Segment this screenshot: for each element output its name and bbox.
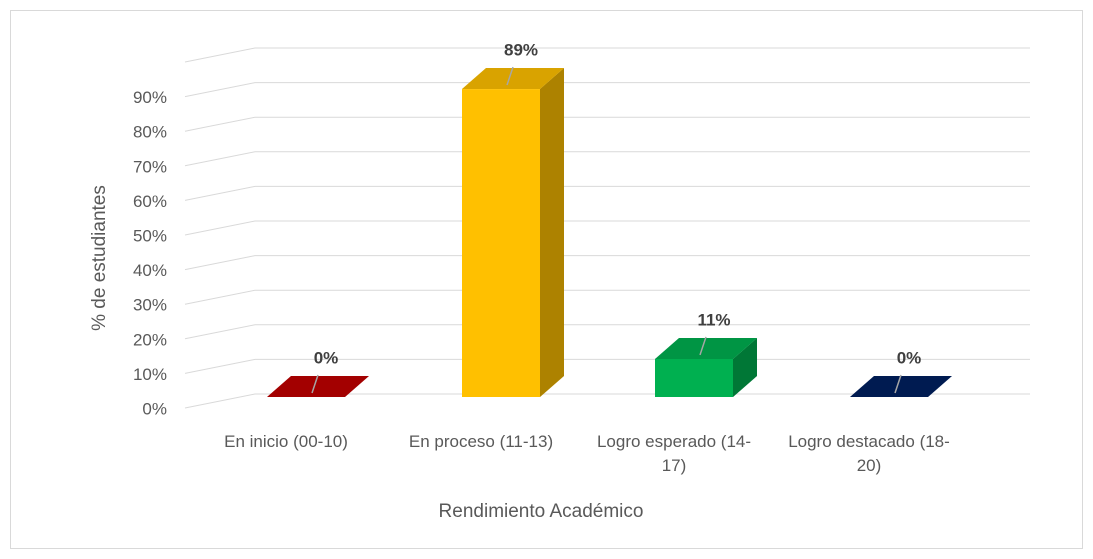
bar-side (540, 68, 564, 397)
grid-line (184, 393, 1030, 409)
bar-front (462, 89, 540, 397)
grid-line (184, 220, 1030, 236)
y-tick-label: 20% (133, 330, 167, 349)
x-tick-label: Logro destacado (18-20) (788, 432, 950, 475)
grid-line (184, 358, 1030, 374)
y-tick-label: 50% (133, 226, 167, 245)
bar-top (850, 376, 952, 397)
bar-front (655, 358, 733, 397)
bar-side (733, 337, 757, 397)
bar-top-shade (850, 376, 952, 397)
data-label: 89% (504, 41, 538, 60)
grid-line (184, 116, 1030, 132)
bar-top (462, 68, 564, 90)
bar-top-shade (462, 68, 564, 90)
grid-line (184, 151, 1030, 167)
y-tick-label: 30% (133, 296, 167, 315)
grid-line (184, 47, 1030, 63)
x-tick-label: En proceso (11-13) (408, 432, 554, 451)
bar-top (267, 376, 369, 397)
grid-line (184, 255, 1030, 271)
y-tick-label: 90% (133, 88, 167, 107)
data-label: 11% (697, 310, 730, 329)
bar-top-shade (655, 337, 757, 359)
bar-top (655, 337, 757, 359)
data-label: 0% (897, 348, 922, 367)
y-tick-label: 70% (133, 157, 167, 176)
leader-line (311, 374, 319, 394)
y-axis-title: % de estudiantes (89, 185, 110, 331)
chart-border (10, 10, 1083, 549)
leader-line (894, 374, 902, 394)
bar-side-shade (733, 337, 757, 397)
y-tick-label: 40% (133, 261, 167, 280)
x-tick-label: Logro esperado (14-17) (596, 432, 752, 475)
bar-side-shade (540, 68, 564, 397)
x-tick-label: En inicio (00-10) (224, 432, 348, 451)
grid-line (184, 185, 1030, 201)
data-label: 0% (314, 348, 339, 367)
y-tick-label: 80% (133, 123, 167, 142)
bar-top-shade (267, 376, 369, 397)
y-tick-label: 10% (133, 365, 167, 384)
grid-line (184, 324, 1030, 340)
grid-line (184, 289, 1030, 305)
y-tick-label: 60% (133, 192, 167, 211)
x-axis-title: Rendimiento Académico (439, 501, 644, 522)
grid-line (184, 82, 1030, 98)
leader-line (506, 66, 514, 86)
leader-line (699, 336, 707, 356)
y-tick-label: 0% (142, 399, 167, 418)
